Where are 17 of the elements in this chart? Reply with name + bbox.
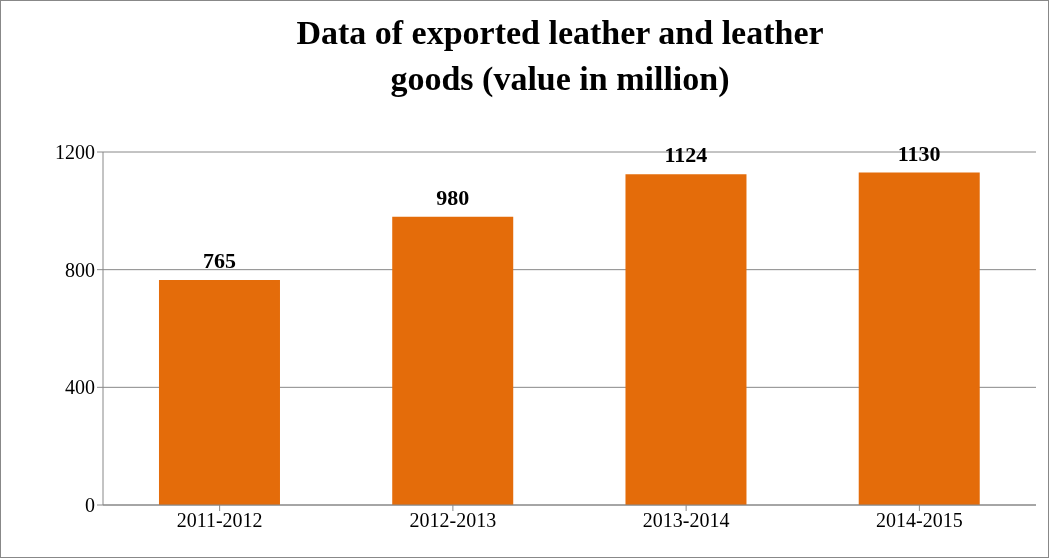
x-tick-label: 2014-2015 [876, 509, 963, 532]
bar [858, 172, 980, 505]
x-tick-label: 2012-2013 [409, 509, 497, 532]
bar [625, 174, 747, 505]
y-tick-label: 1200 [55, 141, 95, 164]
y-tick-label: 400 [65, 376, 95, 399]
y-tick-label: 800 [65, 258, 95, 281]
bar [158, 279, 280, 505]
chart-title: Data of exported leather and leather goods (value in million) [295, 13, 825, 99]
y-tick-label: 0 [85, 494, 95, 517]
data-label: 980 [436, 184, 470, 210]
data-label: 1130 [897, 140, 941, 166]
x-tick-label: 2013-2014 [642, 509, 730, 532]
x-tick-label: 2011-2012 [176, 509, 263, 532]
data-label: 1124 [664, 142, 708, 168]
data-label: 765 [202, 247, 236, 273]
bar [392, 216, 514, 505]
